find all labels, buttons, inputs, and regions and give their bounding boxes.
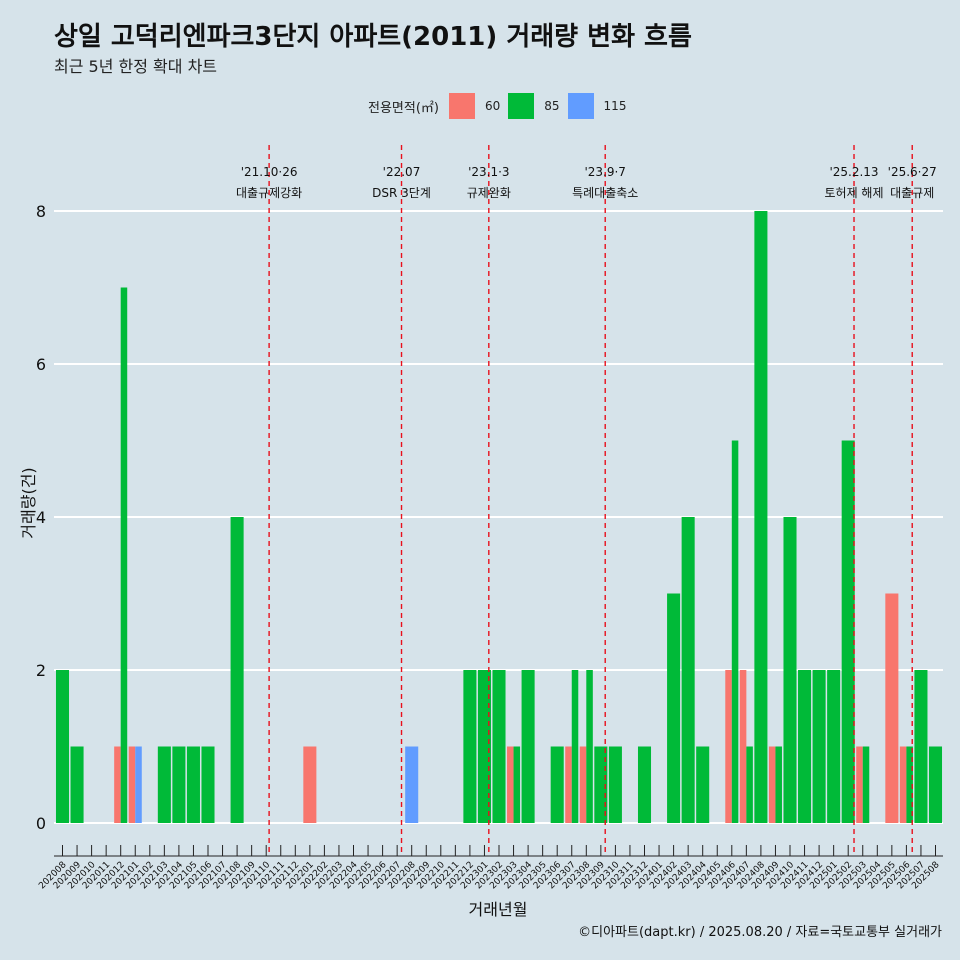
bar	[586, 670, 593, 823]
bar	[812, 670, 826, 823]
bar	[775, 746, 782, 823]
bar	[186, 746, 200, 823]
bar	[783, 517, 797, 823]
bar	[906, 746, 913, 823]
event-description-label: 토허제 해제	[825, 186, 884, 200]
bar	[405, 746, 419, 823]
legend-label-60: 60	[484, 99, 501, 113]
bar	[731, 440, 739, 823]
bar	[914, 670, 928, 823]
bar	[768, 746, 776, 823]
chart-subtitle: 최근 5년 한정 확대 차트	[54, 57, 218, 76]
bar	[608, 746, 622, 823]
bar	[739, 670, 747, 823]
bar	[798, 670, 812, 823]
bar	[667, 593, 681, 823]
event-description-label: 대출규제강화	[236, 186, 302, 200]
bar	[135, 746, 142, 823]
y-tick-label: 0	[36, 814, 46, 833]
bar	[507, 746, 514, 823]
x-axis-title: 거래년월	[469, 900, 528, 919]
event-date-label: '23.9·7	[584, 165, 625, 179]
legend-swatch-115	[567, 93, 594, 119]
legend: 전용면적(㎡) 60 85 115	[368, 93, 634, 119]
bar	[303, 746, 317, 823]
bar	[55, 670, 70, 823]
y-tick-label: 2	[36, 661, 46, 680]
bar	[477, 670, 491, 823]
legend-swatch-85	[508, 93, 535, 119]
event-date-label: '23.1·3	[468, 165, 509, 179]
legend-item-85: 85	[508, 93, 560, 119]
legend-swatch-60	[448, 93, 475, 119]
bar	[521, 670, 535, 823]
bar	[579, 746, 587, 823]
bar	[637, 746, 652, 823]
bar	[696, 746, 710, 823]
event-description-label: 규제완화	[467, 186, 511, 200]
y-tick-label: 6	[36, 355, 46, 374]
bar	[128, 746, 136, 823]
bar	[463, 670, 477, 823]
bar	[725, 670, 732, 823]
bar	[885, 593, 899, 823]
legend-title: 전용면적(㎡)	[368, 100, 439, 116]
legend-label-85: 85	[544, 99, 560, 113]
bar	[571, 670, 579, 823]
bar	[157, 746, 171, 823]
bar	[746, 746, 753, 823]
legend-item-115: 115	[567, 93, 627, 119]
y-tick-label: 8	[36, 202, 46, 221]
bar	[899, 746, 907, 823]
bar	[492, 670, 506, 823]
bar	[928, 746, 943, 823]
bar	[681, 517, 695, 823]
bar	[565, 746, 572, 823]
y-tick-label: 4	[36, 508, 46, 527]
bar	[827, 670, 841, 823]
bar	[862, 746, 870, 823]
event-description-label: 특례대출축소	[572, 186, 638, 200]
bar	[120, 287, 128, 823]
event-description-label: DSR 3단계	[372, 186, 431, 200]
event-description-label: 대출규제	[890, 186, 934, 200]
source-caption: ©디아파트(dapt.kr) / 2025.08.20 / 자료=국토교통부 실…	[578, 925, 942, 940]
bar	[841, 440, 855, 823]
bar	[513, 746, 521, 823]
bar	[856, 746, 863, 823]
event-date-label: '22.07	[383, 165, 421, 179]
y-axis-title: 거래량(건)	[19, 467, 38, 538]
bar	[230, 517, 244, 823]
event-date-label: '25.2.13	[829, 165, 878, 179]
bar	[114, 746, 121, 823]
event-date-label: '21.10·26	[241, 165, 298, 179]
bar	[70, 746, 84, 823]
legend-label-115: 115	[603, 99, 627, 113]
event-date-label: '25.6·27	[888, 165, 937, 179]
bar	[594, 746, 608, 823]
chart-title: 상일 고덕리엔파크3단지 아파트(2011) 거래량 변화 흐름	[54, 22, 692, 52]
bar	[172, 746, 186, 823]
bar	[754, 211, 768, 823]
bar	[201, 746, 215, 823]
legend-item-60: 60	[448, 93, 501, 119]
bar	[550, 746, 564, 823]
